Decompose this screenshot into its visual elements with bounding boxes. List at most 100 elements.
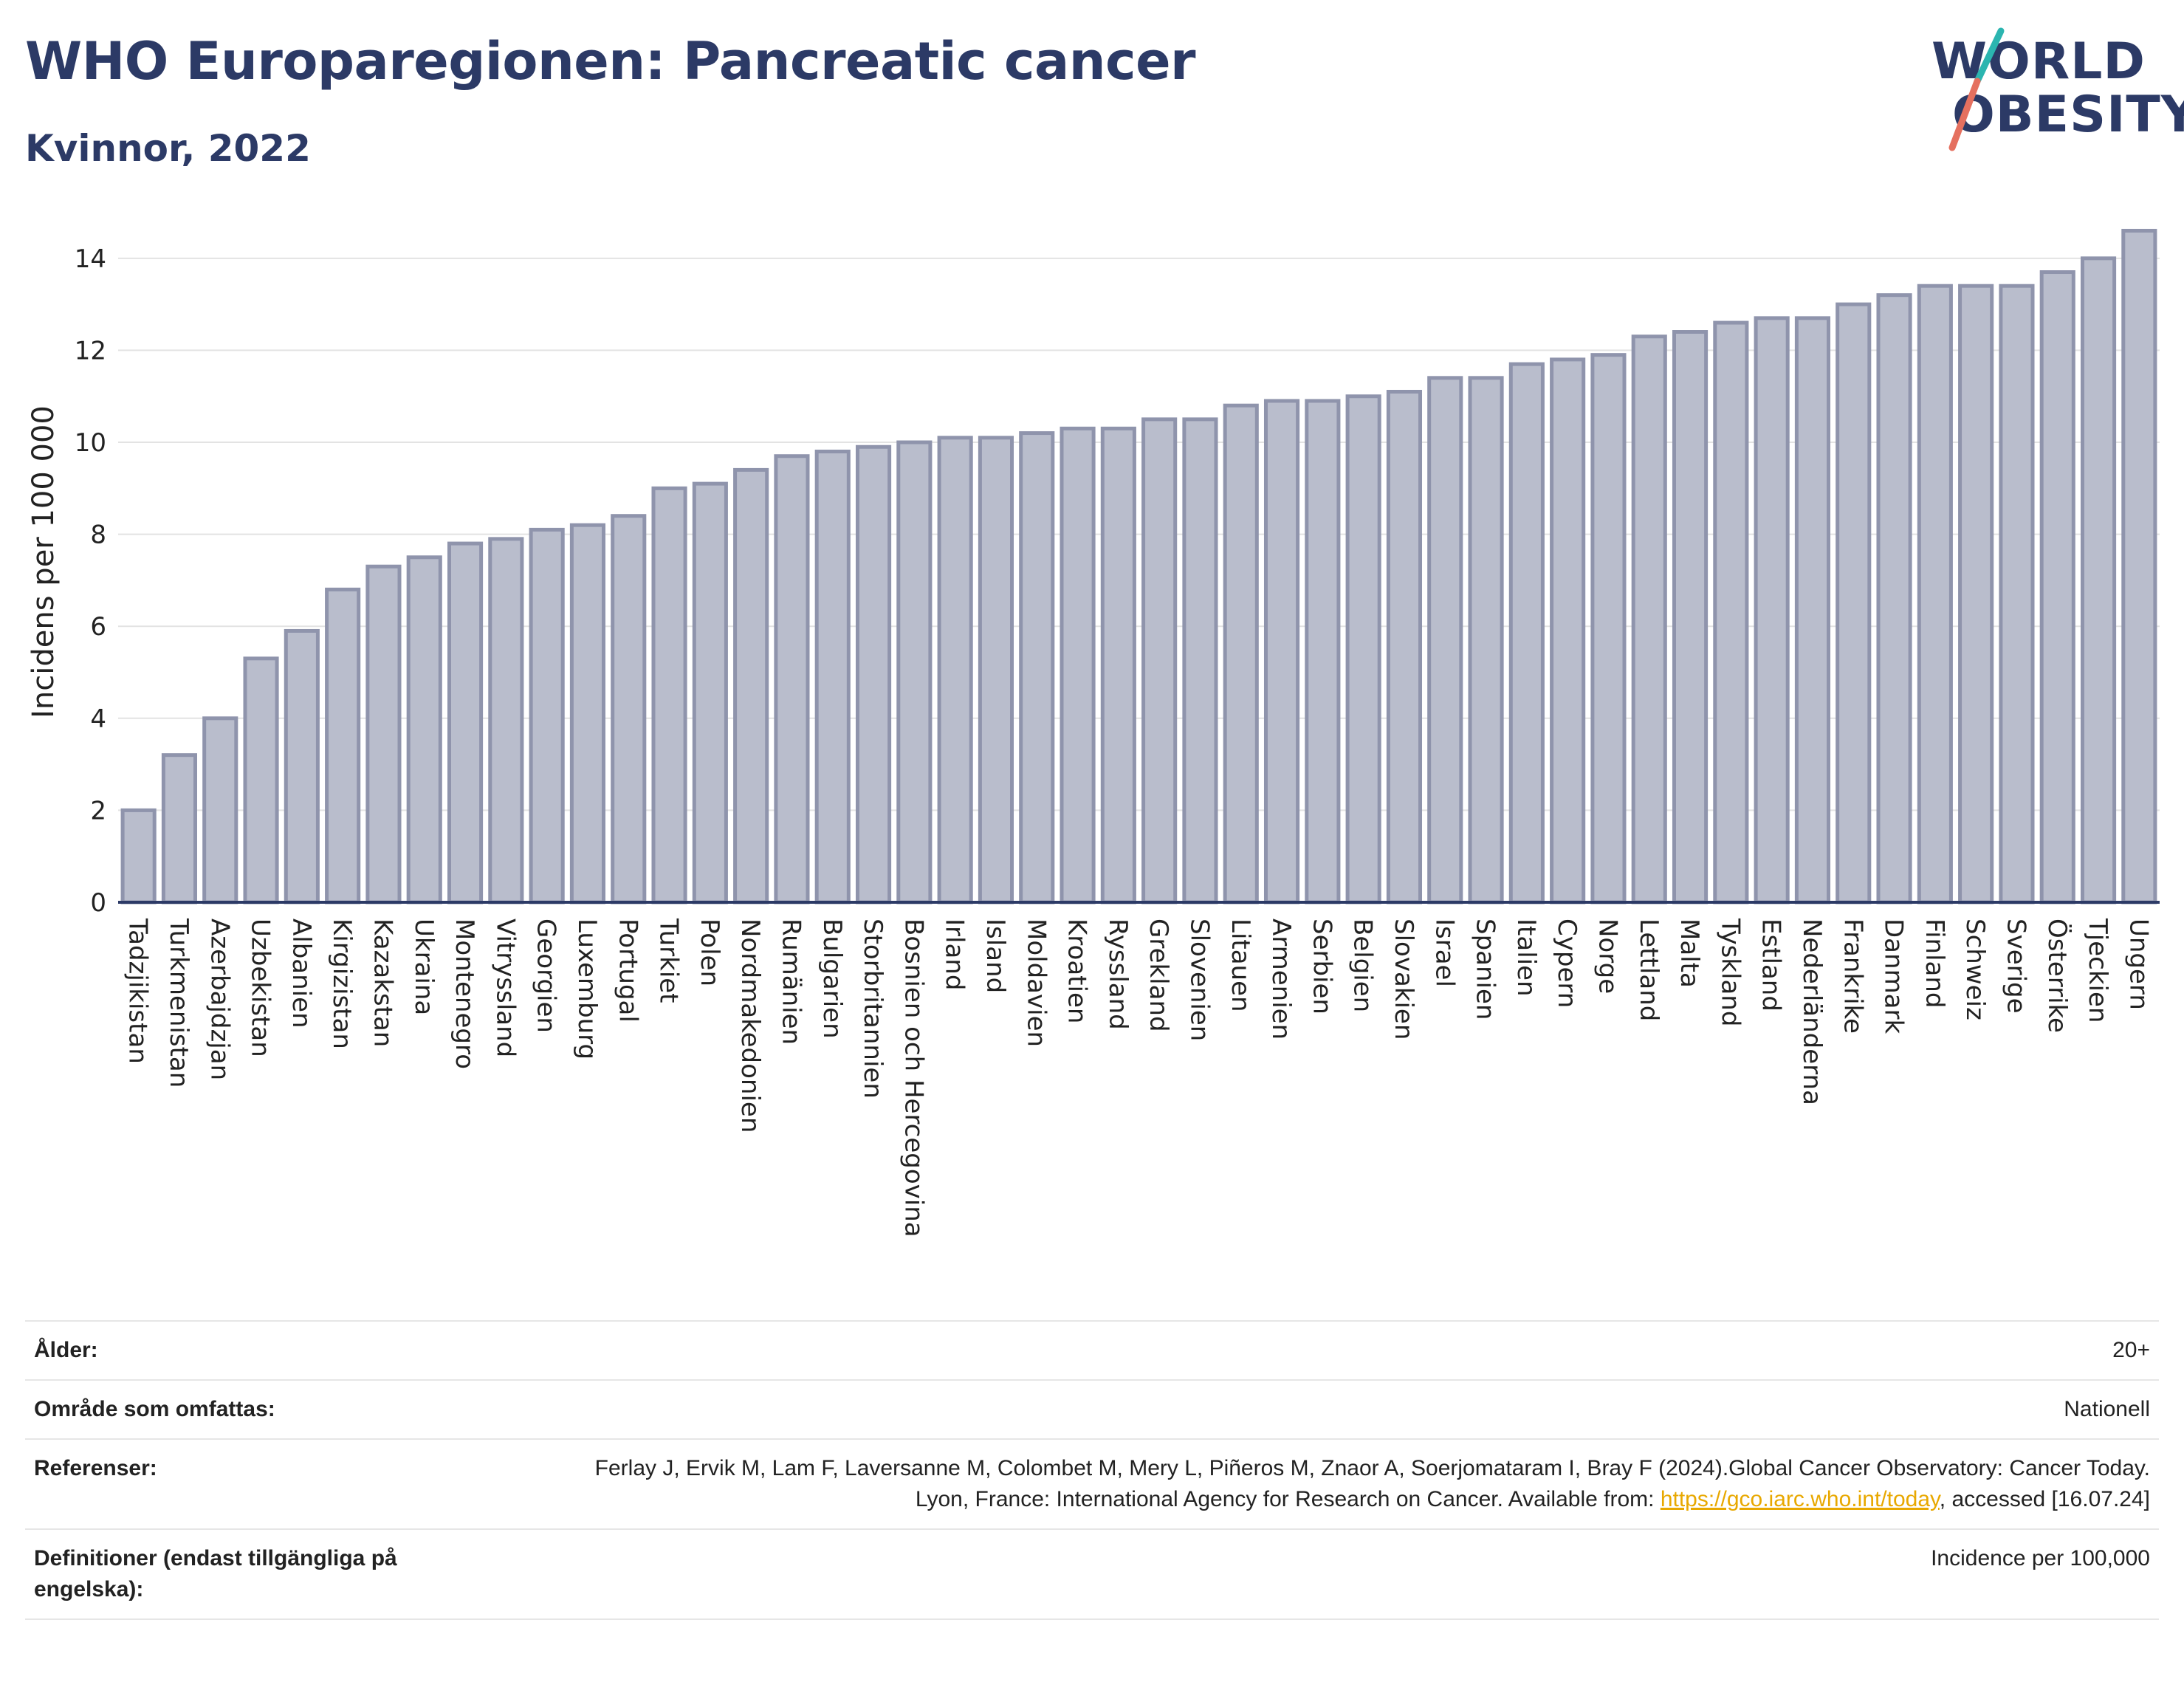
bar (2080, 256, 2117, 904)
x-tick-label: Nordmakedonien (735, 919, 765, 1133)
bar (120, 808, 157, 904)
references-accessed: , accessed [16.07.24] (1939, 1487, 2150, 1511)
references-link[interactable]: https://gco.iarc.who.int/today (1660, 1487, 1940, 1511)
x-tick-label: Armenien (1266, 919, 1296, 1040)
bar (488, 537, 524, 904)
bar (1427, 376, 1463, 904)
page-subtitle: Kvinnor, 2022 (25, 127, 311, 170)
x-tick-label: Israel (1429, 919, 1459, 987)
x-tick-label: Vitryssland (490, 919, 520, 1057)
x-tick-label: Island (981, 919, 1010, 993)
definitions-value: Incidence per 100,000 (1931, 1546, 2150, 1570)
x-tick-label: Sverige (2001, 919, 2030, 1014)
x-tick-label: Belgien (1348, 919, 1378, 1012)
bar (1468, 376, 1504, 904)
bar (1917, 284, 1953, 904)
y-tick-label: 14 (75, 244, 106, 274)
bar (978, 436, 1014, 904)
logo-slash-icon (1948, 27, 2005, 151)
x-tick-label: Tyskland (1715, 918, 1745, 1026)
bar (406, 555, 442, 904)
references-text: Ferlay J, Ervik M, Lam F, Laversanne M, … (594, 1456, 2150, 1511)
meta-row-area: Område som omfattas: Nationell (25, 1379, 2159, 1438)
bar (774, 454, 810, 904)
x-tick-label: Tjeckien (2083, 918, 2112, 1023)
bar (161, 753, 198, 904)
bar (569, 523, 606, 904)
x-tick-label: Finland (1920, 919, 1949, 1009)
x-tick-label: Luxemburg (572, 919, 602, 1060)
x-tick-label: Moldavien (1021, 919, 1051, 1047)
bar (1305, 399, 1341, 904)
page-title: WHO Europaregionen: Pancreatic cancer (25, 31, 1196, 92)
bar (447, 541, 484, 904)
x-tick-label: Polen (695, 919, 724, 986)
definitions-label: Definitioner (endast tillgängliga på eng… (34, 1546, 397, 1601)
bar (611, 514, 647, 904)
bar (1263, 399, 1300, 904)
x-tick-label: Rumänien (776, 919, 806, 1045)
meta-row-definitions: Definitioner (endast tillgängliga på eng… (25, 1528, 2159, 1620)
bar (1100, 426, 1136, 904)
x-tick-label: Ryssland (1103, 919, 1133, 1030)
bar (365, 564, 402, 904)
x-tick-label: Malta (1675, 919, 1704, 988)
bar (1876, 293, 1912, 904)
bar (2121, 228, 2157, 904)
x-tick-label: Nederländerna (1797, 919, 1827, 1105)
y-tick-label: 12 (75, 336, 106, 365)
x-tick-label: Lettland (1634, 919, 1663, 1021)
bar (1672, 330, 1709, 904)
x-tick-label: Ungern (2123, 919, 2153, 1010)
x-tick-label: Cypern (1552, 919, 1582, 1008)
bar (2039, 270, 2075, 904)
y-tick-label: 4 (90, 704, 106, 734)
x-tick-label: Montenegro (450, 919, 479, 1069)
x-tick-label: Österrike (2042, 919, 2073, 1033)
bar (202, 716, 238, 904)
bar (1958, 284, 1994, 904)
x-tick-label: Slovenien (1184, 919, 1214, 1041)
bar (1550, 357, 1586, 904)
y-tick-label: 8 (90, 521, 106, 550)
bar (692, 481, 728, 904)
references-label: Referenser: (34, 1456, 157, 1480)
bar (1019, 431, 1055, 904)
x-tick-label: Kazakstan (368, 919, 397, 1047)
bar (896, 440, 933, 904)
y-tick-label: 10 (75, 428, 106, 458)
bar (325, 587, 361, 904)
bar (1754, 316, 1790, 904)
world-obesity-logo: WORLD OBESITY (1920, 22, 2184, 155)
x-tick-label: Danmark (1879, 919, 1909, 1034)
y-tick-label: 0 (90, 888, 106, 918)
bar (1794, 316, 1831, 904)
x-tick-label: Spanien (1471, 919, 1500, 1020)
area-label: Område som omfattas: (34, 1397, 275, 1421)
y-tick-label: 2 (90, 796, 106, 825)
meta-row-references: Referenser: Ferlay J, Ervik M, Lam F, La… (25, 1438, 2159, 1528)
y-tick-label: 6 (90, 612, 106, 642)
x-tick-label: Turkiet (654, 918, 684, 1003)
bar (529, 527, 565, 904)
x-tick-label: Albanien (286, 919, 316, 1029)
x-tick-label: Grekland (1144, 919, 1173, 1032)
bar (1836, 302, 1872, 904)
x-tick-label: Bulgarien (817, 919, 847, 1039)
x-tick-label: Azerbajdzjan (205, 919, 234, 1080)
bar (284, 628, 320, 904)
meta-row-age: Ålder: 20+ (25, 1320, 2159, 1379)
age-value: 20+ (2112, 1338, 2150, 1362)
bar-chart: 0 2 4 6 8 10 12 14 Incidens per 100 000 Tadzjikis… (27, 228, 2160, 1237)
x-tick-label: Kroatien (1062, 919, 1092, 1023)
x-tick-label: Estland (1757, 919, 1786, 1012)
y-axis-label: Incidens per 100 000 (27, 405, 61, 718)
x-tick-label: Turkmenistan (164, 918, 193, 1088)
x-tick-label: Schweiz (1960, 919, 1990, 1020)
x-tick-label: Irland (940, 919, 969, 990)
x-tick-label: Georgien (532, 919, 561, 1033)
bar (1223, 403, 1259, 904)
x-tick-label: Frankrike (1838, 919, 1867, 1034)
bar (814, 449, 851, 904)
age-label: Ålder: (34, 1338, 98, 1362)
